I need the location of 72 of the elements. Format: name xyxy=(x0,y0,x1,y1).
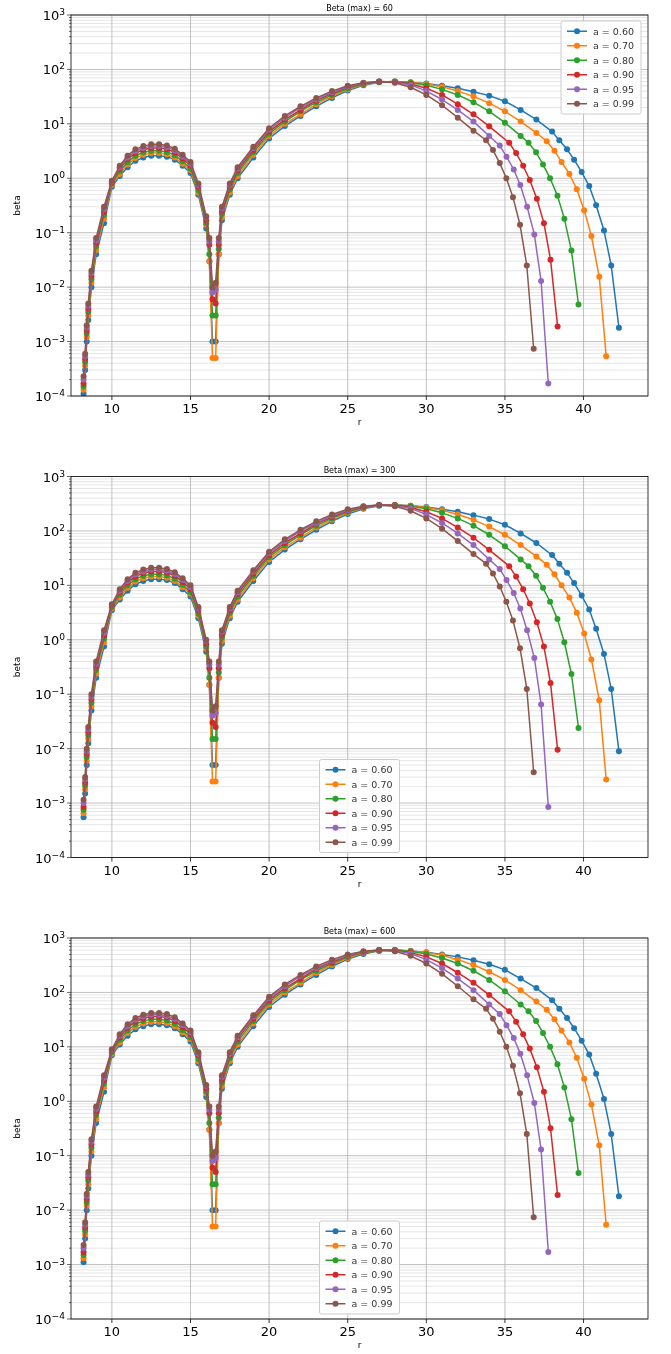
legend-label: a = 0.80 xyxy=(351,1254,393,1266)
y-tick-label: 10$^{−2}$ xyxy=(35,1202,65,1219)
chart-title: Beta (max) = 60 xyxy=(326,4,393,13)
x-tick-label: 35 xyxy=(496,1324,514,1339)
y-tick-label: 10$^{−3}$ xyxy=(35,795,66,812)
x-tick-label: 20 xyxy=(260,862,278,878)
x-axis-title: r xyxy=(357,1340,362,1350)
x-tick-label: 15 xyxy=(182,401,199,416)
chart-title: Beta (max) = 300 xyxy=(323,465,396,475)
x-tick-label: 15 xyxy=(182,862,199,878)
y-tick-label: 10$^{1}$ xyxy=(42,577,65,594)
x-tick-label: 30 xyxy=(418,401,435,416)
y-tick-label: 10$^{2}$ xyxy=(42,61,65,78)
legend-label: a = 0.70 xyxy=(351,778,393,790)
legend-label: a = 0.80 xyxy=(593,54,634,66)
x-tick-label: 25 xyxy=(339,401,356,416)
x-tick-label: 35 xyxy=(496,401,514,416)
x-tick-label: 25 xyxy=(339,862,356,878)
y-tick-label: 10$^{3}$ xyxy=(42,7,66,23)
y-tick-label: 10$^{−3}$ xyxy=(35,333,66,350)
y-axis-title: beta xyxy=(12,195,22,216)
x-tick-label: 10 xyxy=(103,401,121,416)
y-tick-label: 10$^{−4}$ xyxy=(35,849,66,866)
y-tick-label: 10$^{3}$ xyxy=(42,468,66,485)
legend-label: a = 0.95 xyxy=(351,822,393,834)
x-tick-label: 10 xyxy=(103,862,121,878)
legend-label: a = 0.90 xyxy=(593,69,634,81)
y-tick-label: 10$^{2}$ xyxy=(42,984,65,1001)
x-tick-label: 15 xyxy=(182,1324,199,1339)
x-axis-title: r xyxy=(357,878,362,889)
y-tick-label: 10$^{−4}$ xyxy=(35,1311,66,1327)
legend-label: a = 0.99 xyxy=(351,836,393,848)
y-tick-label: 10$^{−1}$ xyxy=(35,224,65,241)
legend-label: a = 0.60 xyxy=(351,764,393,776)
x-tick-label: 35 xyxy=(496,862,514,878)
y-axis-title: beta xyxy=(12,1118,22,1139)
legend-label: a = 0.70 xyxy=(351,1240,393,1252)
x-tick-label: 30 xyxy=(418,862,435,878)
legend-label: a = 0.60 xyxy=(351,1225,393,1237)
y-tick-label: 10$^{−1}$ xyxy=(35,686,65,703)
x-tick-label: 20 xyxy=(260,1324,278,1339)
y-tick-label: 10$^{0}$ xyxy=(42,170,66,187)
chart-title: Beta (max) = 600 xyxy=(323,927,396,936)
legend-label: a = 0.99 xyxy=(351,1298,393,1310)
x-tick-label: 30 xyxy=(418,1324,435,1339)
x-axis-title: r xyxy=(357,417,362,427)
y-tick-label: 10$^{2}$ xyxy=(42,522,65,539)
x-tick-label: 40 xyxy=(575,1324,592,1339)
legend-label: a = 0.95 xyxy=(351,1283,393,1295)
legend-label: a = 0.90 xyxy=(351,1269,393,1281)
y-tick-label: 10$^{−4}$ xyxy=(35,388,66,404)
y-tick-label: 10$^{1}$ xyxy=(42,1038,65,1055)
legend-label: a = 0.60 xyxy=(593,25,634,37)
x-tick-label: 20 xyxy=(260,401,278,416)
x-tick-label: 10 xyxy=(103,1324,121,1339)
y-tick-label: 10$^{−2}$ xyxy=(35,279,65,296)
legend-label: a = 0.80 xyxy=(351,793,393,805)
y-tick-label: 10$^{1}$ xyxy=(42,115,65,132)
legend-label: a = 0.90 xyxy=(351,807,393,819)
legend-label: a = 0.70 xyxy=(593,40,634,52)
y-axis-title: beta xyxy=(12,656,22,678)
y-tick-label: 10$^{0}$ xyxy=(42,631,66,648)
legend-label: a = 0.99 xyxy=(593,98,634,110)
y-tick-label: 10$^{3}$ xyxy=(42,930,66,946)
y-tick-label: 10$^{−3}$ xyxy=(35,1256,66,1273)
y-tick-label: 10$^{−1}$ xyxy=(35,1147,65,1164)
x-tick-label: 25 xyxy=(339,1324,356,1339)
y-tick-label: 10$^{−2}$ xyxy=(35,740,65,757)
legend-label: a = 0.95 xyxy=(593,83,634,95)
x-tick-label: 40 xyxy=(575,862,592,878)
x-tick-label: 40 xyxy=(575,401,592,416)
y-tick-label: 10$^{0}$ xyxy=(42,1093,66,1110)
